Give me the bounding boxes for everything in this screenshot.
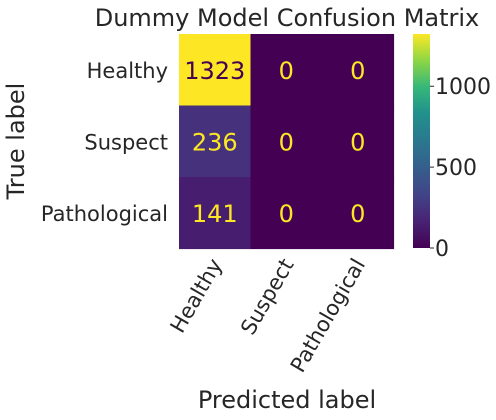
col-tick-label-healthy: Healthy bbox=[166, 255, 227, 337]
x-axis-label: Predicted label bbox=[198, 386, 376, 414]
cell-value-label: 0 bbox=[279, 200, 294, 228]
cell-value-label: 0 bbox=[350, 128, 365, 156]
heatmap-cell-healthy-suspect bbox=[250, 34, 323, 107]
cell-value-labels: 1323 0 0 236 0 0 141 0 0 bbox=[184, 57, 365, 228]
row-tick-label-pathological: Pathological bbox=[41, 202, 168, 226]
heatmap-cell-healthy-healthy bbox=[179, 34, 252, 107]
col-tick-label-pathological: Pathological bbox=[286, 255, 370, 377]
heatmap-cell-pathological-pathological bbox=[322, 177, 395, 250]
heatmap-cell-suspect-suspect bbox=[250, 105, 323, 178]
colorbar-tick-label: 1000 bbox=[435, 75, 491, 100]
row-tick-labels: Healthy Suspect Pathological bbox=[41, 59, 168, 226]
cell-value-label: 0 bbox=[350, 57, 365, 85]
row-tick-label-suspect: Suspect bbox=[84, 130, 168, 154]
heatmap-cell-suspect-healthy bbox=[179, 105, 252, 178]
col-tick-label-suspect: Suspect bbox=[236, 255, 299, 339]
row-tick-label-healthy: Healthy bbox=[87, 59, 168, 83]
colorbar-ticks: 0 500 1000 bbox=[430, 75, 491, 262]
cell-value-label: 236 bbox=[192, 128, 238, 156]
y-axis-label: True label bbox=[2, 83, 30, 201]
heatmap-cells bbox=[179, 34, 395, 250]
heatmap-cell-suspect-pathological bbox=[322, 105, 395, 178]
cell-value-label: 0 bbox=[279, 57, 294, 85]
cell-value-label: 141 bbox=[192, 200, 238, 228]
colorbar bbox=[413, 34, 430, 248]
chart-title: Dummy Model Confusion Matrix bbox=[95, 4, 480, 32]
heatmap-cell-pathological-suspect bbox=[250, 177, 323, 250]
cell-value-label: 0 bbox=[279, 128, 294, 156]
cell-value-label: 0 bbox=[350, 200, 365, 228]
heatmap-cell-healthy-pathological bbox=[322, 34, 395, 107]
cell-value-label: 1323 bbox=[184, 57, 245, 85]
colorbar-tick-label: 0 bbox=[435, 237, 449, 262]
colorbar-tick-label: 500 bbox=[435, 156, 477, 181]
heatmap-cell-pathological-healthy bbox=[179, 177, 252, 250]
